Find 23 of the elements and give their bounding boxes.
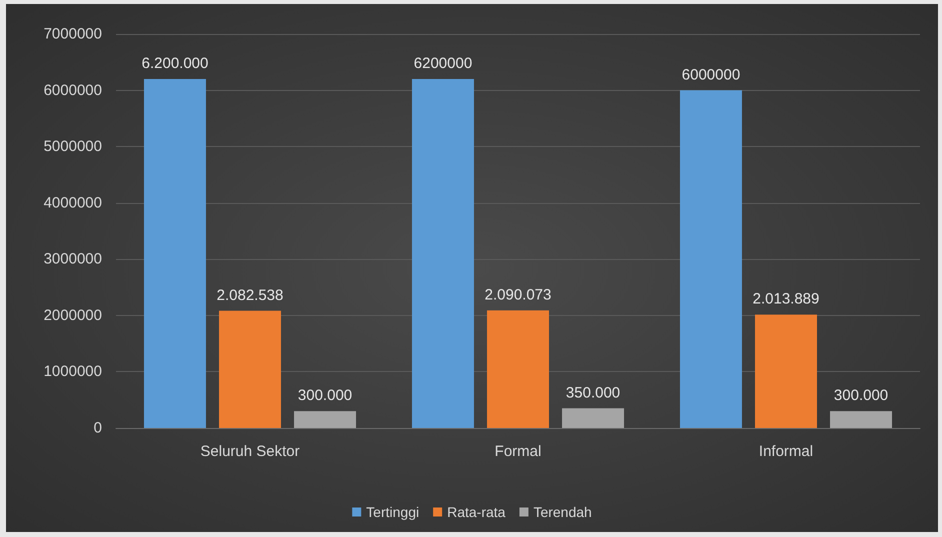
data-label: 2.082.538 <box>216 286 284 304</box>
data-label: 6000000 <box>682 66 740 84</box>
legend-label: Tertinggi <box>366 504 420 520</box>
data-label: 2.013.889 <box>752 290 820 308</box>
data-label: 6200000 <box>414 55 472 72</box>
legend-label: Terendah <box>533 504 592 520</box>
y-tick-label: 7000000 <box>44 26 102 42</box>
x-tick-label: Seluruh Sektor <box>200 443 300 460</box>
y-tick-label: 1000000 <box>44 363 102 380</box>
data-label: 6.200.000 <box>142 55 208 72</box>
y-tick-label: 3000000 <box>44 250 102 268</box>
y-tick-label: 6000000 <box>44 82 102 99</box>
y-tick-label: 4000000 <box>44 194 102 212</box>
data-label: 300.000 <box>298 387 352 404</box>
x-tick-label: Formal <box>494 443 542 460</box>
data-label: 300.000 <box>834 387 888 404</box>
data-label: 2.090.073 <box>484 286 552 304</box>
x-tick-label: Informal <box>758 443 814 460</box>
y-tick-label: 5000000 <box>44 138 102 156</box>
y-tick-label: 2000000 <box>44 306 102 324</box>
y-tick-label: 0 <box>94 420 102 436</box>
data-label: 350.000 <box>566 384 620 402</box>
legend-label: Rata-rata <box>447 504 506 520</box>
